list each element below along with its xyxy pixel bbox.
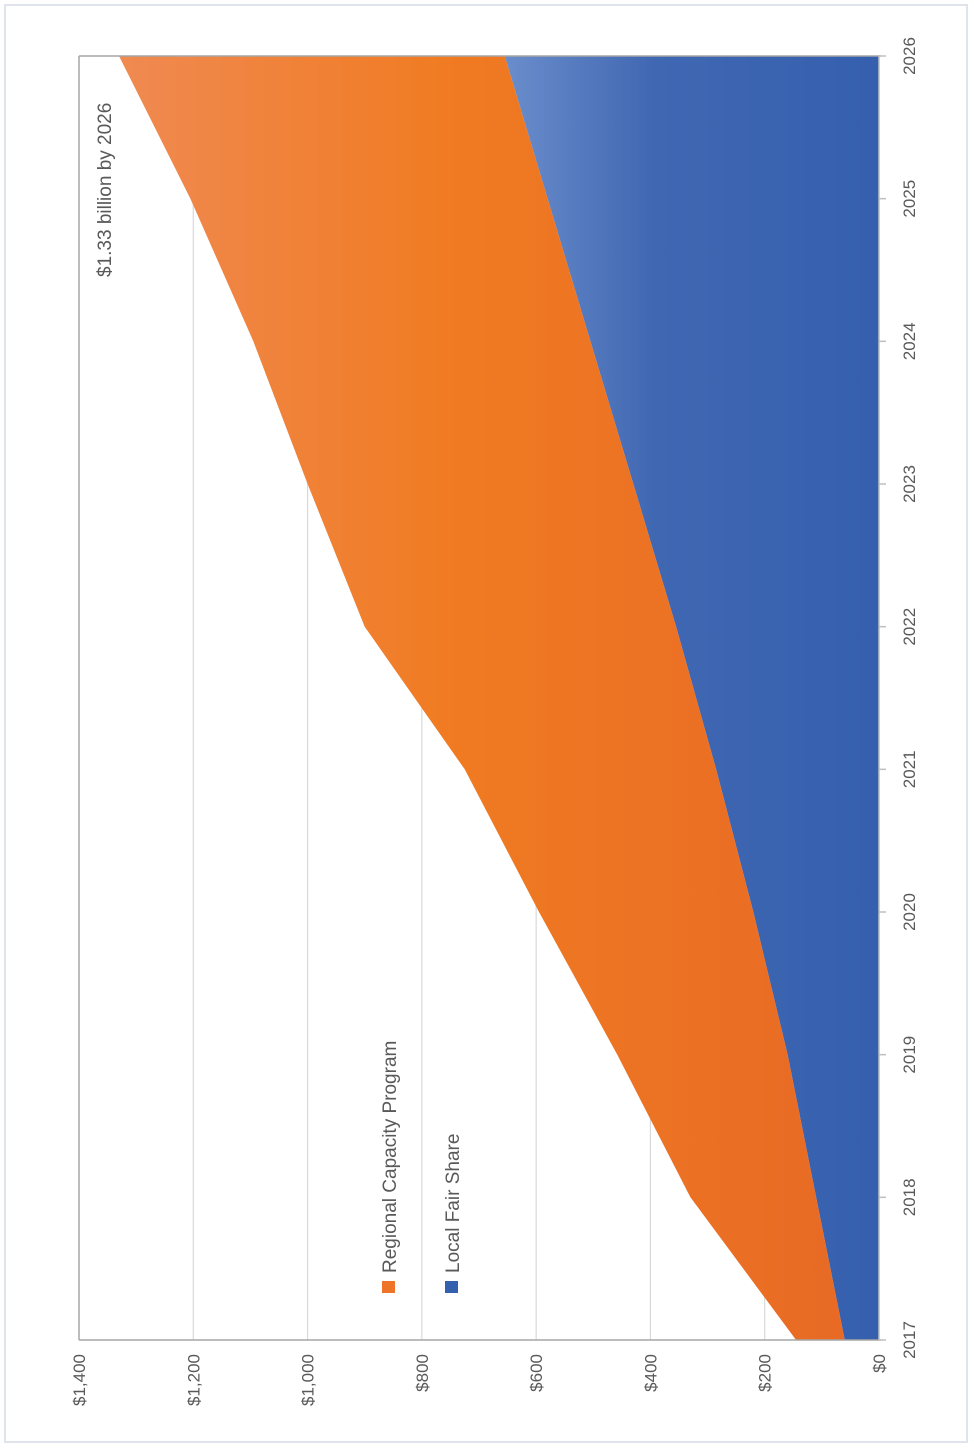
category-tick-label: 2025 — [900, 180, 919, 218]
value-tick-label: $800 — [413, 1354, 432, 1392]
legend: Regional Capacity Program Local Fair Shar… — [380, 1041, 464, 1293]
tick-labels: $0 $200 $400 $600 $800 $1,000 $1,200 $1,400 2017… — [70, 37, 919, 1406]
value-tick-label: $1,000 — [299, 1354, 318, 1406]
axes — [78, 55, 886, 1341]
category-tick-label: 2019 — [900, 1036, 919, 1074]
annotations: $1.33 billion by 2026 — [95, 103, 116, 277]
category-tick-label: 2017 — [900, 1321, 919, 1359]
legend-swatch — [382, 1281, 395, 1293]
category-tick-label: 2021 — [900, 750, 919, 788]
legend-label: Regional Capacity Program — [380, 1041, 401, 1273]
area-series — [119, 56, 879, 1340]
legend-label: Local Fair Share — [443, 1134, 464, 1273]
value-tick-label: $600 — [527, 1354, 546, 1392]
value-tick-label: $1,400 — [70, 1354, 89, 1406]
category-tick-label: 2026 — [900, 37, 919, 75]
category-tick-label: 2024 — [900, 322, 919, 360]
area-regional-capacity-program — [119, 56, 845, 1340]
total-annotation: $1.33 billion by 2026 — [95, 103, 116, 277]
category-tick-label: 2020 — [900, 893, 919, 931]
value-tick-label: $1,200 — [184, 1354, 203, 1406]
area-local-fair-share — [504, 56, 879, 1340]
chart-frame — [4, 4, 968, 1443]
legend-swatch — [445, 1281, 458, 1293]
value-tick-label: $400 — [641, 1354, 660, 1392]
value-tick-label: $0 — [870, 1354, 889, 1373]
category-tick-label: 2018 — [900, 1178, 919, 1216]
category-tick-label: 2022 — [900, 608, 919, 646]
value-tick-label: $200 — [756, 1354, 775, 1392]
category-tick-label: 2023 — [900, 465, 919, 503]
